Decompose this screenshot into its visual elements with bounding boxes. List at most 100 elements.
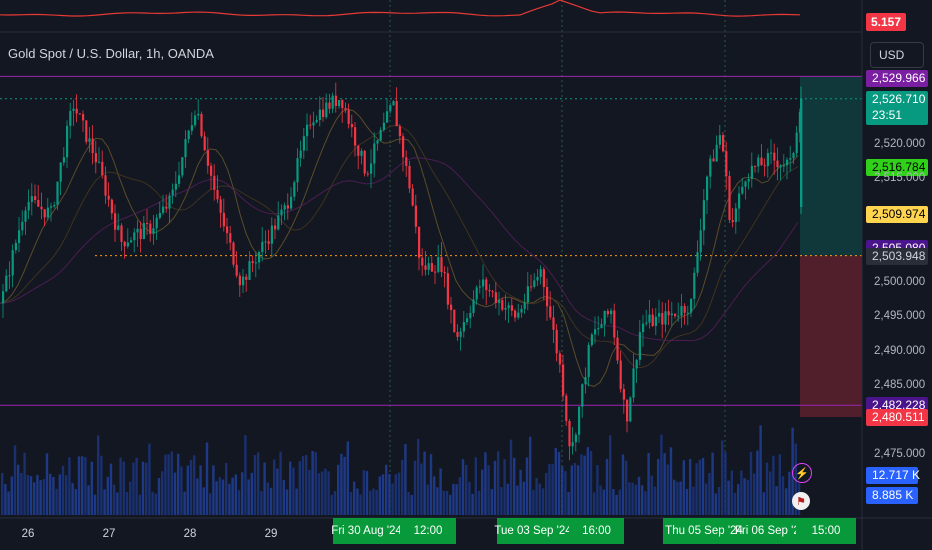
candle-body [398, 126, 401, 137]
candle-body [616, 337, 619, 361]
volume-bar [263, 462, 266, 515]
us-flag-icon[interactable]: ⚑ [792, 492, 810, 510]
volume-bar [253, 455, 257, 515]
volume-bar [356, 488, 359, 515]
candle-body [536, 276, 539, 281]
volume-bar [660, 434, 663, 515]
candle-body [146, 223, 149, 225]
volume-bar [532, 489, 535, 515]
volume-bar [756, 450, 759, 515]
volume-bar [548, 464, 551, 515]
volume-bar [39, 480, 42, 515]
volume-bar [439, 468, 442, 515]
volume-bar [333, 491, 337, 515]
candle-body [610, 310, 613, 315]
candle-body [648, 314, 651, 323]
volume-bar [500, 487, 503, 515]
volume-bar [145, 462, 148, 515]
volume-bar [199, 465, 202, 515]
volume-bar [157, 478, 161, 515]
candle-body [574, 434, 577, 443]
candle-body [664, 311, 667, 325]
candle-body [792, 153, 795, 159]
volume-bar [727, 480, 730, 515]
volume-bar [724, 452, 727, 515]
volume-bar [413, 460, 417, 515]
volume-bar [772, 455, 775, 515]
candle-body [482, 279, 485, 287]
volume-bar [420, 463, 423, 515]
volume-bar [154, 493, 157, 515]
candle-body [216, 189, 219, 200]
volume-bar [711, 452, 714, 515]
volume-bar [234, 474, 237, 515]
time-highlight-label: Fri 30 Aug '24 [331, 518, 402, 544]
volume-bar [634, 484, 637, 515]
volume-bar [554, 447, 557, 515]
candle-body [165, 206, 168, 209]
volume-bar [394, 474, 397, 515]
candle-body [219, 199, 222, 213]
candle-body [510, 305, 513, 311]
volume-bar [631, 482, 634, 515]
volume-bar [695, 463, 698, 515]
candle-body [568, 420, 571, 447]
volume-bar [769, 471, 772, 515]
candle-body [56, 181, 59, 205]
volume-bar [506, 483, 509, 515]
volume-bar [423, 451, 426, 515]
candle-body [34, 196, 37, 200]
candle-body [178, 175, 181, 184]
price-label-text: 2,509.974 [872, 207, 926, 222]
volume-bar [90, 461, 93, 515]
candle-body [370, 163, 373, 174]
volume-bar [269, 487, 273, 515]
currency-button[interactable]: USD [870, 42, 924, 68]
candle-body [414, 205, 417, 227]
volume-bar [673, 479, 676, 515]
candle-body [645, 322, 648, 324]
price-label-text: 2,516.784 [872, 160, 926, 175]
candle-body [555, 329, 558, 354]
volume-bar [436, 487, 439, 515]
candle-body [50, 206, 53, 208]
candle-body [507, 305, 510, 309]
candle-body [469, 312, 472, 319]
volume-bar [593, 492, 596, 515]
time-highlight-label: Thu 05 Sep '24 [663, 518, 745, 544]
candle-body [453, 310, 456, 332]
lightning-icon[interactable]: ⚡ [792, 463, 812, 483]
volume-bar [196, 478, 199, 515]
candle-body [270, 225, 273, 244]
price-label: 2,526.710 23:51 [866, 90, 928, 125]
volume-bar [205, 442, 209, 515]
candle-body [206, 150, 209, 166]
candle-body [667, 311, 670, 316]
volume-bar [561, 466, 564, 515]
candle-body [338, 100, 341, 107]
candle-body [174, 183, 177, 190]
candle-body [24, 210, 27, 222]
candle-body [690, 298, 693, 313]
volume-bar [426, 484, 429, 515]
volume-bar [487, 465, 490, 515]
volume-bar [509, 439, 513, 515]
candle-body [290, 196, 293, 209]
volume-bar [714, 493, 717, 515]
candle-body [376, 140, 379, 144]
volume-bar [481, 469, 484, 515]
candle-body [670, 313, 673, 316]
volume-bar [33, 482, 36, 515]
candle-body [475, 287, 478, 300]
candle-body [702, 200, 705, 231]
volume-bar [583, 455, 586, 515]
volume-bar [26, 475, 29, 515]
volume-bar [359, 494, 362, 515]
candle-body [171, 189, 174, 196]
volume-bar [81, 456, 84, 515]
volume-bar [308, 469, 311, 515]
symbol-title: Gold Spot / U.S. Dollar, 1h, OANDA [8, 46, 214, 61]
volume-bar [375, 489, 378, 515]
volume-bar [132, 462, 135, 515]
